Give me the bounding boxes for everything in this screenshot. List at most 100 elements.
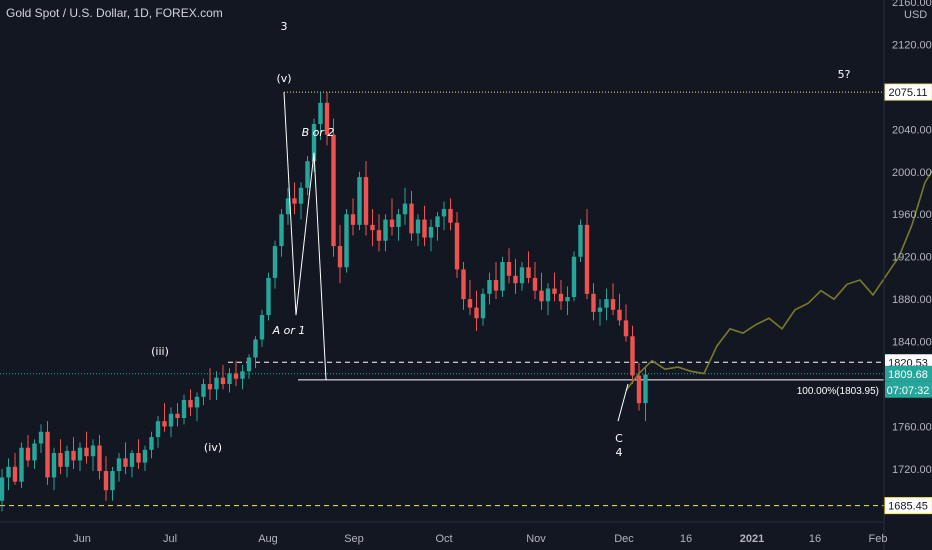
candle-body — [396, 214, 401, 227]
candle-body — [350, 214, 356, 225]
candle-body — [435, 216, 440, 227]
candle-body — [617, 309, 622, 321]
time-tick-label: Jul — [163, 533, 177, 545]
price-tick-label: 2120.00 — [892, 39, 932, 51]
candle-body — [207, 384, 213, 390]
candle-body — [25, 447, 31, 461]
candle-body — [591, 293, 596, 312]
candle-body — [584, 224, 590, 294]
candle-body — [383, 219, 388, 241]
fib-label: 100.00%(1803.95) — [797, 386, 879, 397]
price-tag-1685-bg — [884, 497, 932, 515]
candle-body — [188, 399, 193, 408]
price-tick-label: 1760.00 — [892, 421, 932, 433]
candle-body — [90, 445, 96, 457]
candle-body — [116, 458, 122, 472]
time-tick-label: Nov — [526, 533, 546, 545]
wave-c-line — [313, 152, 327, 380]
candle-body — [500, 262, 505, 291]
wave-label: B or 2 — [302, 126, 335, 139]
candle-body — [97, 445, 102, 472]
wave-b-line — [295, 152, 315, 316]
wave-label: A or 1 — [272, 324, 306, 337]
candle-body — [331, 134, 336, 247]
candle-body — [51, 453, 57, 478]
wave-label: 5? — [838, 68, 851, 81]
candle-body — [337, 246, 343, 268]
time-tick-label: 16 — [809, 533, 821, 545]
candle-body — [84, 447, 89, 457]
candle-body — [389, 219, 395, 227]
price-tick-label: 1720.00 — [892, 464, 932, 476]
candle-body — [129, 453, 135, 467]
countdown-text: 07:07:32 — [887, 385, 930, 397]
price-axis[interactable]: 1720.001760.001800.001840.001880.001920.… — [883, 0, 932, 550]
candle-body — [532, 277, 538, 291]
chart-title: Gold Spot / U.S. Dollar, 1D, FOREX.com — [6, 6, 223, 20]
wave-label: (iv) — [204, 441, 222, 454]
candle-body — [506, 262, 512, 276]
candle-body — [402, 203, 408, 215]
candle-body — [461, 269, 466, 300]
candle-body — [604, 299, 609, 308]
price-tag-2075: 2075.11 — [884, 83, 932, 101]
price-tag-2075-text: 2075.11 — [889, 87, 928, 99]
candle-body — [220, 377, 226, 385]
wave-label: C — [615, 432, 623, 445]
time-tick-label: 16 — [680, 533, 692, 545]
candle-body — [415, 219, 421, 234]
candle-body — [71, 450, 76, 461]
price-tag-1685-text: 1685.45 — [888, 501, 928, 513]
candle-body — [409, 203, 414, 234]
candle-body — [298, 187, 304, 204]
price-tag-2075-bg — [884, 83, 932, 101]
price-tick-label: 1920.00 — [892, 252, 932, 264]
candle-body — [103, 471, 109, 491]
wave-label: 3 — [281, 20, 288, 33]
price-levels: 100.00%(1803.95) — [0, 91, 884, 507]
candle-body — [246, 357, 252, 372]
candle-body — [630, 336, 635, 376]
candle-body — [162, 421, 167, 427]
candle-body — [155, 421, 161, 438]
candle-body — [279, 214, 284, 247]
candle-body — [539, 290, 544, 302]
candle-body — [64, 450, 70, 467]
candle-body — [123, 458, 128, 467]
candle-body — [77, 447, 83, 461]
time-tick-label: Dec — [614, 533, 634, 545]
price-tick-label: 2040.00 — [892, 124, 932, 136]
projection-line — [625, 169, 932, 391]
candle-body — [636, 375, 642, 404]
candle-body — [149, 437, 154, 450]
candle-body — [474, 307, 479, 319]
candle-body — [240, 371, 245, 379]
candle-body — [363, 177, 369, 225]
candle-body — [344, 214, 349, 268]
candle-body — [292, 198, 297, 204]
time-axis[interactable]: Jun Jul Aug Sep Oct Nov Dec 16 2021 16 Feb — [0, 521, 887, 545]
price-tick-label: 1880.00 — [892, 294, 932, 306]
time-tick-label: Jun — [73, 533, 91, 545]
time-tick-label: 2021 — [740, 533, 764, 545]
candle-body — [285, 198, 291, 215]
candle-body — [448, 208, 453, 223]
candle-body — [272, 246, 278, 278]
candle-body — [324, 102, 330, 135]
candle-body — [6, 466, 11, 478]
price-tick-label: 2000.00 — [892, 167, 932, 179]
candle-body — [142, 449, 148, 463]
wave-label: 4 — [616, 446, 623, 459]
candle-body — [428, 226, 434, 238]
price-tick-label: 2160.00 — [892, 0, 932, 9]
candle-body — [545, 288, 551, 302]
time-tick-label: Sep — [344, 533, 364, 545]
price-tick-label: 1840.00 — [892, 337, 932, 349]
price-unit-label: USD — [904, 9, 927, 21]
price-tag-last-text: 1809.68 — [888, 369, 928, 381]
price-tick-label: 1960.00 — [892, 209, 932, 221]
price-tag-1685: 1685.45 — [884, 497, 932, 515]
candle-body — [643, 374, 648, 404]
